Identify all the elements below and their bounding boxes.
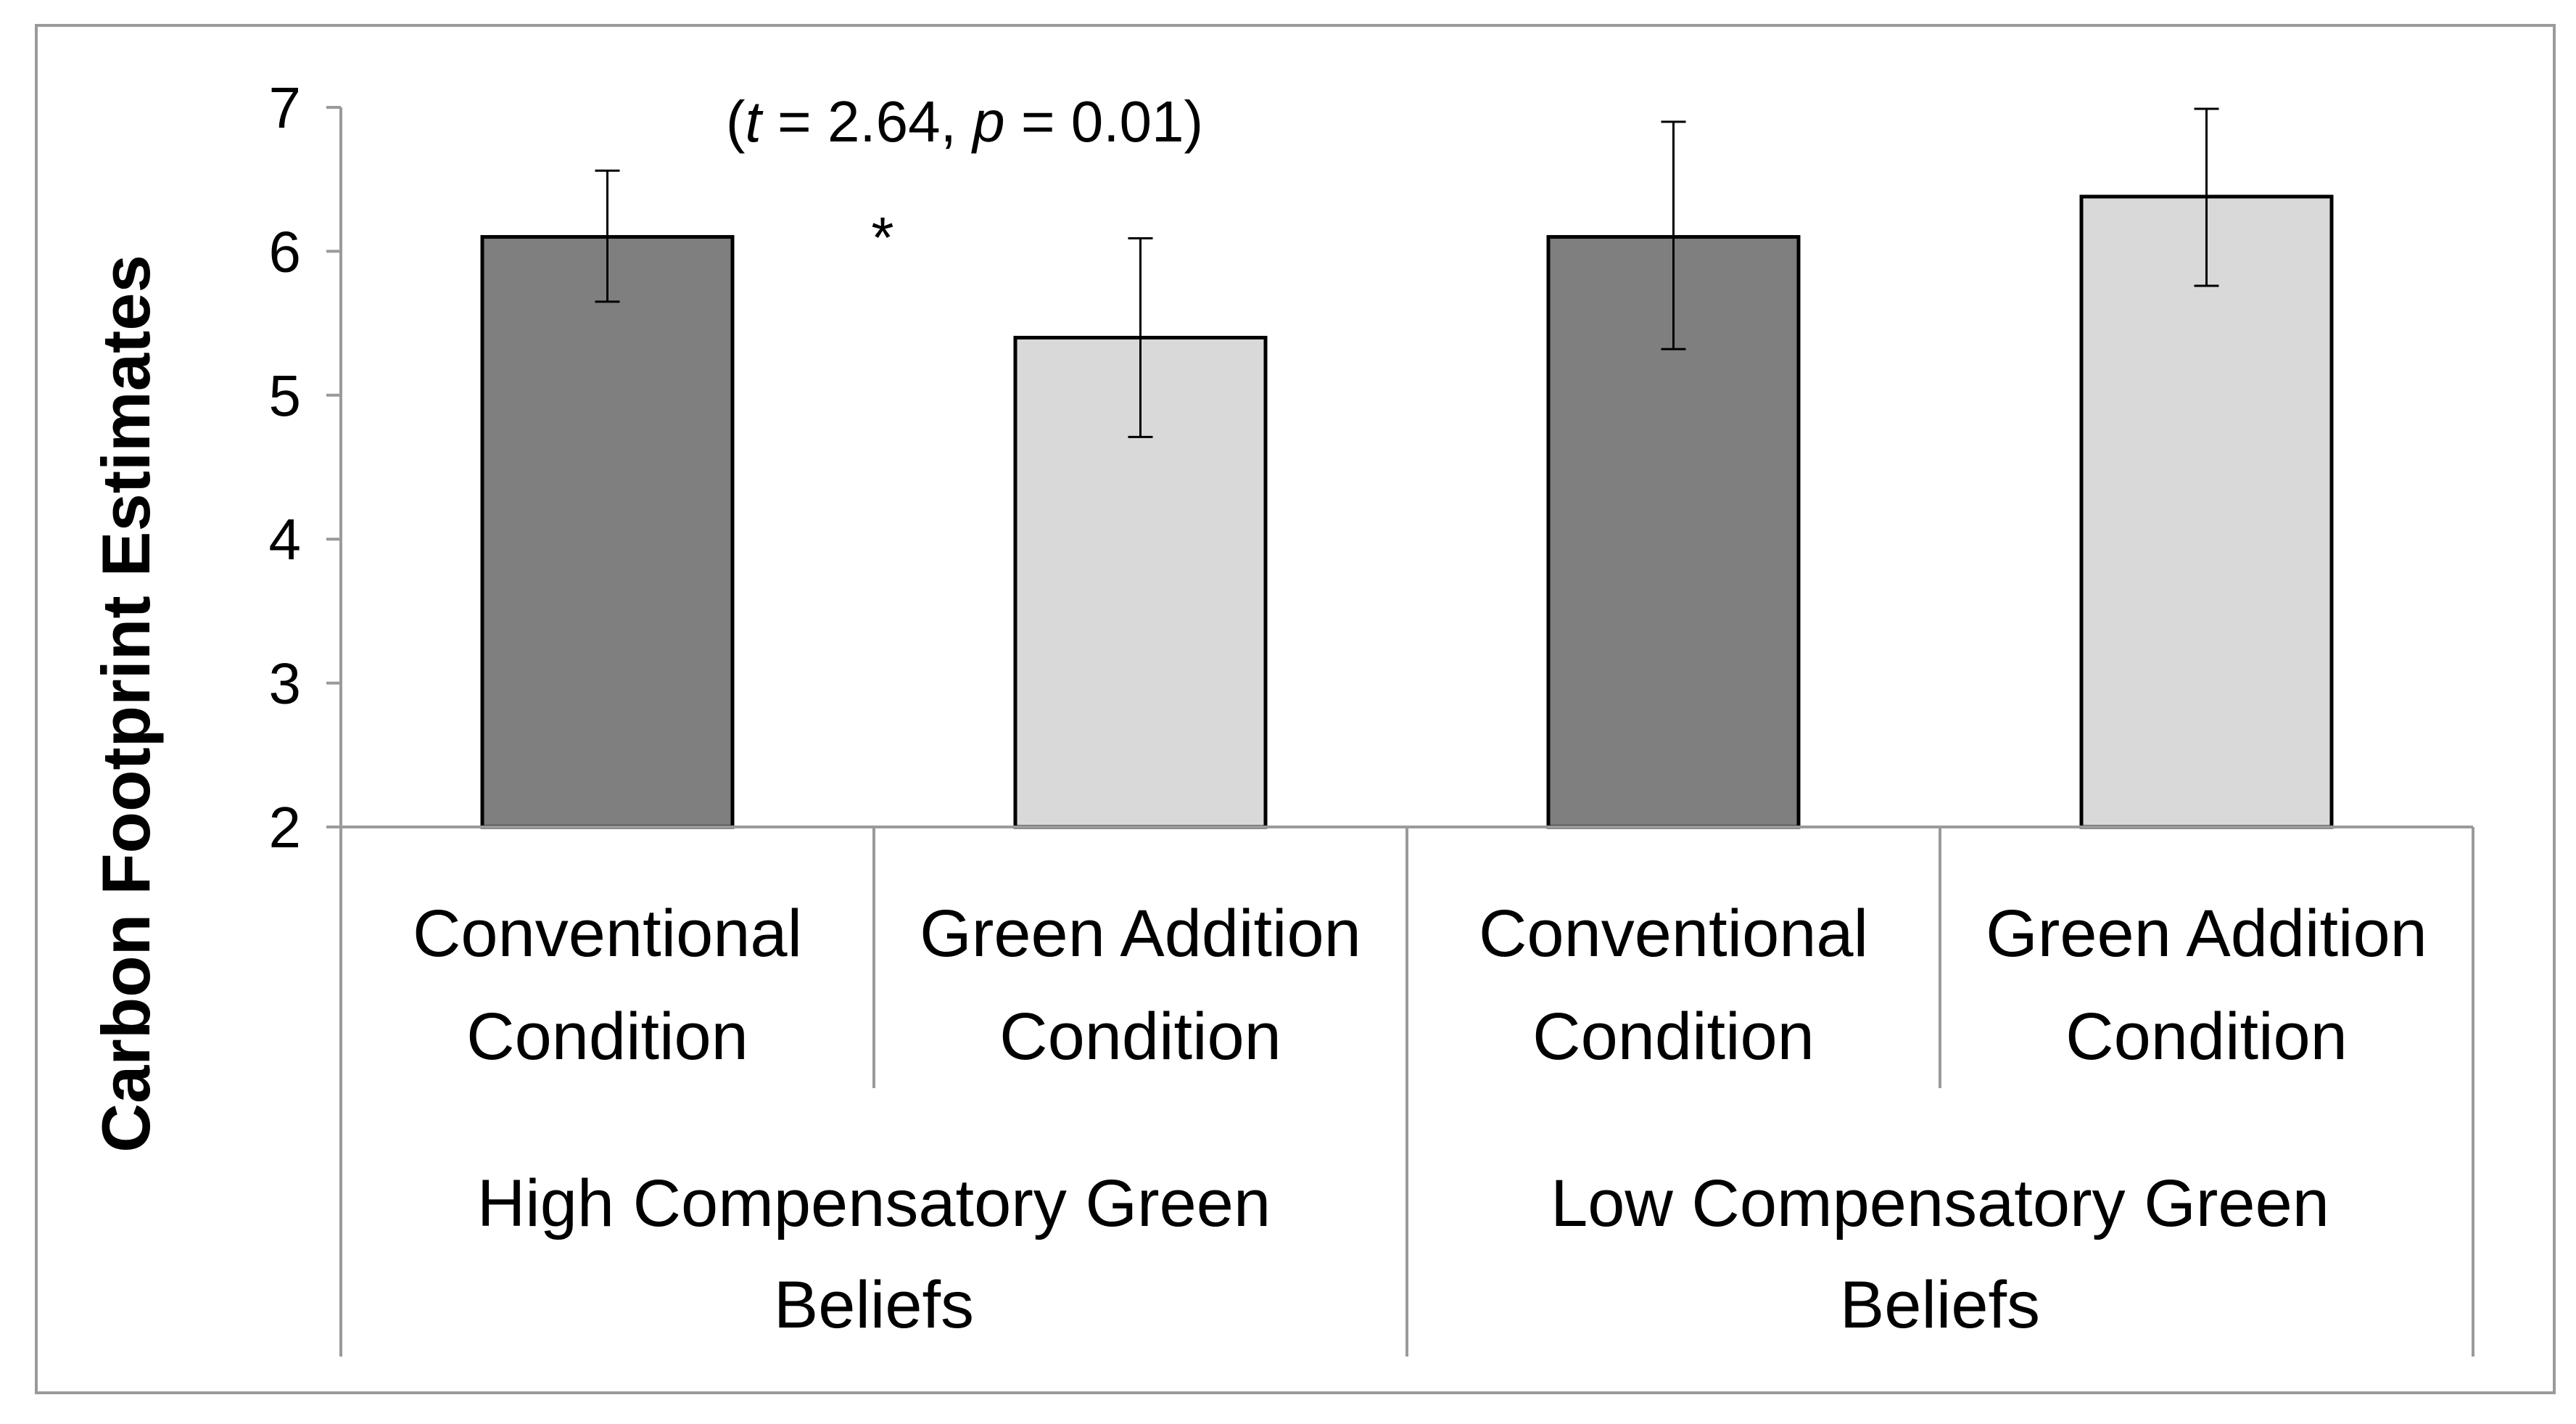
bar-conventional: [480, 235, 735, 829]
y-axis-title: Carbon Footprint Estimates: [88, 255, 164, 1153]
category-label-line: Condition: [999, 1000, 1281, 1074]
bars: [480, 107, 2334, 829]
stats-annotation: (t = 2.64, p = 0.01): [726, 89, 1203, 154]
y-tick-label: 7: [269, 75, 302, 140]
significance-marker: *: [871, 205, 893, 270]
y-tick-label: 5: [269, 363, 302, 428]
y-tick-label: 4: [269, 507, 302, 572]
group-label-line: Beliefs: [1840, 1268, 2040, 1342]
stats-open-paren: (: [726, 89, 746, 154]
bar-green-addition: [2079, 194, 2334, 829]
stats-p-symbol: p: [971, 89, 1005, 154]
category-label-line: Green Addition: [920, 897, 1361, 971]
y-axis: 2 3 4 5 6 7: [269, 75, 342, 860]
category-label-line: Green Addition: [1986, 897, 2427, 971]
category-label-line: Conventional: [1479, 897, 1868, 971]
y-tick-label: 3: [269, 651, 302, 716]
y-tick-label: 6: [269, 219, 302, 284]
category-label-line: Condition: [1532, 1000, 1815, 1074]
group-label-line: High Compensatory Green: [477, 1166, 1271, 1240]
y-tick-label: 2: [269, 795, 302, 860]
stats-t-value: = 2.64,: [761, 89, 973, 154]
group-label-line: Low Compensatory Green: [1551, 1166, 2329, 1240]
stats-t-symbol: t: [746, 89, 764, 154]
stats-p-value: = 0.01): [1005, 89, 1204, 154]
category-label-line: Condition: [466, 1000, 748, 1074]
group-label-line: Beliefs: [774, 1268, 974, 1342]
category-label-line: Conventional: [413, 897, 802, 971]
category-label-line: Condition: [2065, 1000, 2348, 1074]
x-axis: Conventional Condition Green Addition Condi…: [339, 826, 2474, 1357]
